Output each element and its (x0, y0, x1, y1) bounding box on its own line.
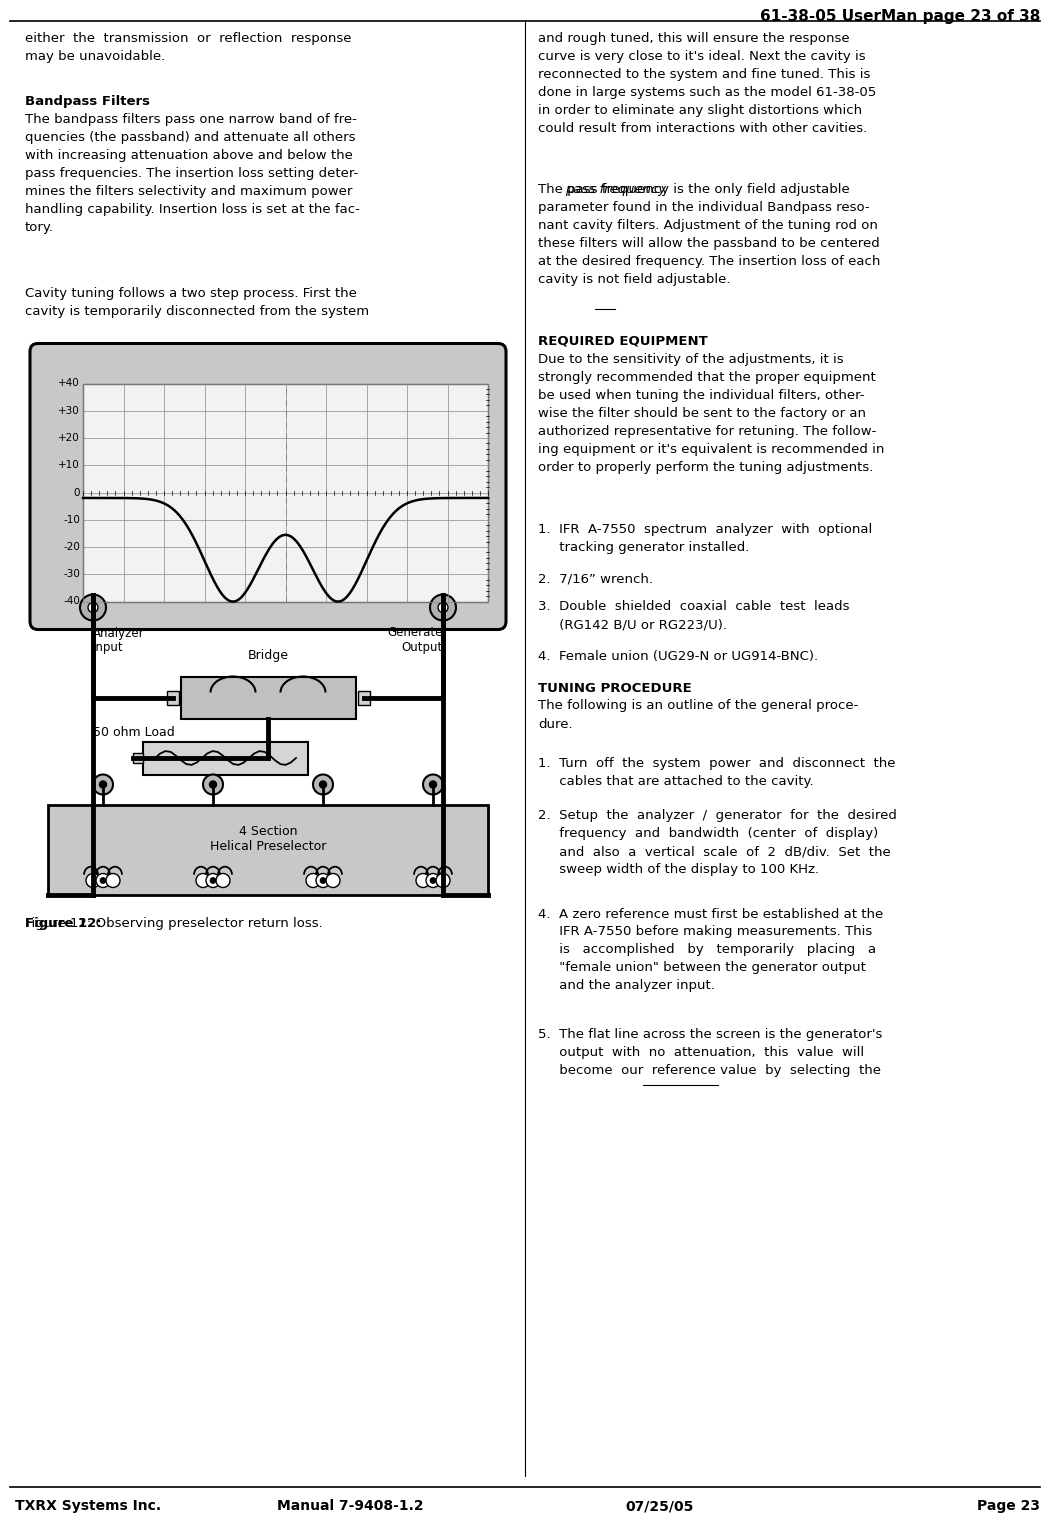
Circle shape (319, 780, 327, 788)
Circle shape (196, 874, 210, 888)
Text: +10: +10 (58, 460, 80, 471)
Circle shape (426, 874, 440, 888)
Text: 2.  7/16” wrench.: 2. 7/16” wrench. (538, 573, 653, 585)
Text: 4 Section
Helical Preselector: 4 Section Helical Preselector (210, 825, 327, 853)
Circle shape (203, 774, 223, 794)
Circle shape (316, 874, 330, 888)
Text: +30: +30 (58, 406, 80, 416)
Text: Page 23: Page 23 (976, 1499, 1040, 1513)
Text: 0: 0 (74, 488, 80, 497)
Circle shape (88, 602, 98, 613)
Text: +20: +20 (58, 432, 80, 443)
Text: Bandpass Filters: Bandpass Filters (25, 95, 150, 108)
Circle shape (80, 594, 106, 620)
Text: 3.  Double  shielded  coaxial  cable  test  leads
     (RG142 B/U or RG223/U).: 3. Double shielded coaxial cable test le… (538, 600, 849, 631)
Text: 61-38-05 UserMan page 23 of 38: 61-38-05 UserMan page 23 of 38 (759, 9, 1040, 25)
Circle shape (436, 874, 450, 888)
Circle shape (416, 874, 430, 888)
Circle shape (210, 780, 216, 788)
Text: -20: -20 (63, 542, 80, 553)
Circle shape (438, 602, 448, 613)
Text: Figure 12:: Figure 12: (25, 917, 102, 930)
Text: Due to the sensitivity of the adjustments, it is
strongly recommended that the p: Due to the sensitivity of the adjustment… (538, 352, 884, 474)
Circle shape (86, 874, 100, 888)
Circle shape (96, 874, 110, 888)
Circle shape (210, 877, 216, 883)
Text: 1.  Turn  off  the  system  power  and  disconnect  the
     cables that are att: 1. Turn off the system power and disconn… (538, 757, 896, 788)
Bar (181, 677, 356, 719)
Circle shape (430, 594, 456, 620)
Text: either  the  transmission  or  reflection  response
may be unavoidable.: either the transmission or reflection re… (25, 32, 352, 63)
Text: TXRX Systems Inc.: TXRX Systems Inc. (15, 1499, 161, 1513)
Text: Cavity tuning follows a two step process. First the
cavity is temporarily discon: Cavity tuning follows a two step process… (25, 286, 370, 317)
Circle shape (100, 877, 106, 883)
Bar (143, 742, 308, 774)
Circle shape (430, 877, 436, 883)
Text: REQUIRED EQUIPMENT: REQUIRED EQUIPMENT (538, 336, 708, 348)
Text: pass frequency: pass frequency (565, 183, 666, 195)
Circle shape (423, 774, 443, 794)
Text: +40: +40 (58, 379, 80, 388)
Bar (167, 691, 178, 705)
Bar (357, 691, 370, 705)
Circle shape (326, 874, 340, 888)
FancyBboxPatch shape (30, 343, 506, 629)
Bar (133, 753, 143, 763)
Circle shape (216, 874, 230, 888)
Text: and rough tuned, this will ensure the response
curve is very close to it's ideal: and rough tuned, this will ensure the re… (538, 32, 877, 135)
Circle shape (100, 780, 106, 788)
Text: 1.  IFR  A-7550  spectrum  analyzer  with  optional
     tracking generator inst: 1. IFR A-7550 spectrum analyzer with opt… (538, 523, 873, 554)
Text: -10: -10 (63, 514, 80, 525)
Text: -30: -30 (63, 569, 80, 579)
Text: Analyzer
Input: Analyzer Input (93, 626, 145, 654)
Text: 4.  A zero reference must first be established at the
     IFR A-7550 before mak: 4. A zero reference must first be establ… (538, 908, 883, 993)
Bar (48, 805, 488, 894)
Text: The pass frequency is the only field adjustable
parameter found in the individua: The pass frequency is the only field adj… (538, 183, 880, 286)
Text: 4.  Female union (UG29-N or UG914-BNC).: 4. Female union (UG29-N or UG914-BNC). (538, 649, 818, 663)
Circle shape (320, 877, 326, 883)
Text: 5.  The flat line across the screen is the generator's
     output  with  no  at: 5. The flat line across the screen is th… (538, 1028, 882, 1077)
Text: 2.  Setup  the  analyzer  /  generator  for  the  desired
     frequency  and  b: 2. Setup the analyzer / generator for th… (538, 810, 897, 877)
Text: Bridge: Bridge (248, 649, 289, 662)
Text: -40: -40 (63, 597, 80, 606)
Text: Manual 7-9408-1.2: Manual 7-9408-1.2 (277, 1499, 423, 1513)
Text: TUNING PROCEDURE: TUNING PROCEDURE (538, 682, 692, 694)
Circle shape (313, 774, 333, 794)
Text: Generate
Output: Generate Output (387, 626, 443, 654)
Circle shape (106, 874, 120, 888)
Circle shape (93, 774, 113, 794)
Text: 07/25/05: 07/25/05 (626, 1499, 694, 1513)
Text: The bandpass filters pass one narrow band of fre-
quencies (the passband) and at: The bandpass filters pass one narrow ban… (25, 112, 360, 234)
Text: 50 ohm Load: 50 ohm Load (93, 725, 174, 739)
Circle shape (429, 780, 437, 788)
Bar (83, 383, 488, 602)
Circle shape (206, 874, 220, 888)
Text: The following is an outline of the general proce-
dure.: The following is an outline of the gener… (538, 700, 859, 731)
Text: Figure 12: Observing preselector return loss.: Figure 12: Observing preselector return … (25, 917, 322, 930)
Circle shape (306, 874, 320, 888)
